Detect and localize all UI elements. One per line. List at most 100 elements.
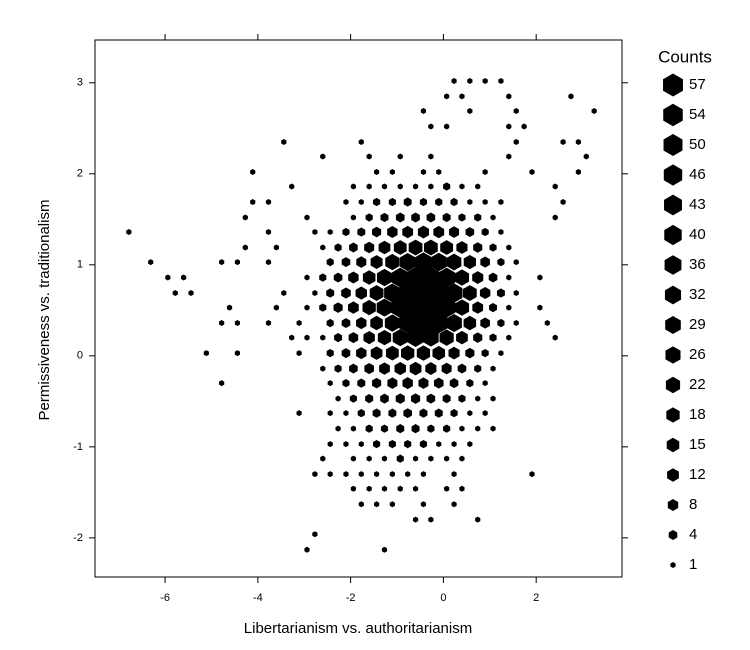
hex-bin (341, 348, 351, 359)
legend-key (663, 103, 683, 127)
hex-bin (440, 240, 454, 255)
hex-bin (544, 320, 550, 327)
hex-bin (219, 320, 225, 327)
hex-bin (412, 455, 419, 462)
legend-label: 32 (689, 286, 706, 303)
legend-label: 12 (689, 466, 706, 483)
legend-key (670, 562, 676, 568)
hex-bin (419, 197, 428, 207)
hex-bin (529, 471, 535, 478)
hex-bin (373, 501, 380, 508)
hex-bin (365, 213, 373, 222)
hex-bin (446, 314, 462, 333)
hex-bin (312, 229, 318, 236)
legend-label: 8 (689, 496, 697, 513)
hex-bin (529, 168, 535, 175)
hex-bin (537, 274, 543, 281)
hex-bin (451, 441, 457, 448)
hex-bin (219, 259, 225, 266)
hex-bin (506, 244, 512, 251)
legend-key (663, 164, 683, 186)
hex-bin (430, 252, 447, 272)
hex-bin (442, 212, 451, 223)
hex-bin (459, 183, 465, 190)
hex-bin (568, 93, 574, 100)
legend-key (664, 194, 682, 216)
hex-bin (380, 424, 389, 433)
hex-bin (341, 257, 351, 268)
hex-bin (370, 315, 383, 331)
legend-label: 43 (689, 196, 706, 213)
hex-bin (358, 138, 364, 145)
hex-bin (372, 377, 382, 389)
hex-bin (234, 350, 241, 357)
hex-bin (334, 333, 343, 343)
hex-bin (408, 239, 423, 256)
hex-bin (320, 334, 326, 341)
hex-bin (376, 298, 393, 317)
hex-bin (188, 290, 194, 297)
hex-bin (444, 485, 450, 492)
hex-bin (490, 365, 496, 372)
hex-bin (497, 318, 505, 328)
hex-bin (482, 199, 488, 206)
hex-bin (312, 531, 318, 538)
hex-bin (444, 455, 450, 462)
hex-bin (334, 364, 342, 373)
hex-bin (376, 268, 392, 287)
hex-bin (412, 485, 419, 492)
hex-bin (419, 408, 428, 418)
hex-bin (427, 424, 435, 433)
hex-bin (496, 288, 505, 298)
hex-bin (384, 314, 400, 332)
hex-bin (428, 123, 434, 130)
hex-bin (379, 362, 390, 375)
y-axis-title: Permissiveness vs. traditionalism (36, 200, 53, 421)
hex-bin (489, 302, 498, 313)
hex-bin (366, 153, 372, 160)
hex-bin (450, 409, 458, 418)
hex-bin (409, 361, 422, 376)
hex-bin (348, 301, 359, 314)
hex-bin (463, 254, 476, 270)
hex-bin (356, 256, 367, 268)
hex-bin (482, 77, 488, 84)
hex-bin (433, 377, 444, 389)
legend-label: 40 (689, 226, 706, 243)
hex-bin (403, 197, 412, 207)
hex-bin (443, 182, 451, 191)
hex-bin (506, 304, 512, 311)
hex-bin (423, 239, 438, 256)
hex-bin (441, 362, 452, 375)
hex-bin (250, 199, 256, 206)
hex-bin (436, 168, 442, 175)
plot-frame (94, 39, 623, 578)
y-tick-label: -1 (73, 441, 83, 453)
hex-bin (364, 363, 374, 375)
hex-bin (428, 516, 434, 523)
hex-bin (370, 255, 383, 270)
hex-bin (506, 274, 512, 281)
hex-bin (506, 334, 512, 341)
hex-bin (506, 123, 512, 130)
hex-bin (356, 317, 367, 330)
hex-bin (364, 241, 375, 254)
legend-key (663, 73, 683, 97)
hex-bin (472, 301, 484, 314)
hex-bin (467, 77, 473, 84)
hex-bin (402, 225, 414, 239)
legend-key (666, 407, 680, 423)
x-axis-title: Libertarianism vs. authoritarianism (244, 620, 472, 637)
hex-bin (333, 302, 343, 313)
hex-bin (498, 229, 504, 236)
hex-bin (389, 501, 395, 508)
x-tick-label: 0 (440, 592, 446, 604)
legend-key (667, 498, 679, 512)
hex-bin (265, 229, 272, 236)
hex-bin (384, 283, 401, 303)
hex-bin (393, 240, 407, 255)
hex-bin (450, 197, 458, 207)
hex-bin (385, 253, 400, 271)
hex-bin (349, 242, 358, 253)
hex-bin (373, 439, 381, 449)
